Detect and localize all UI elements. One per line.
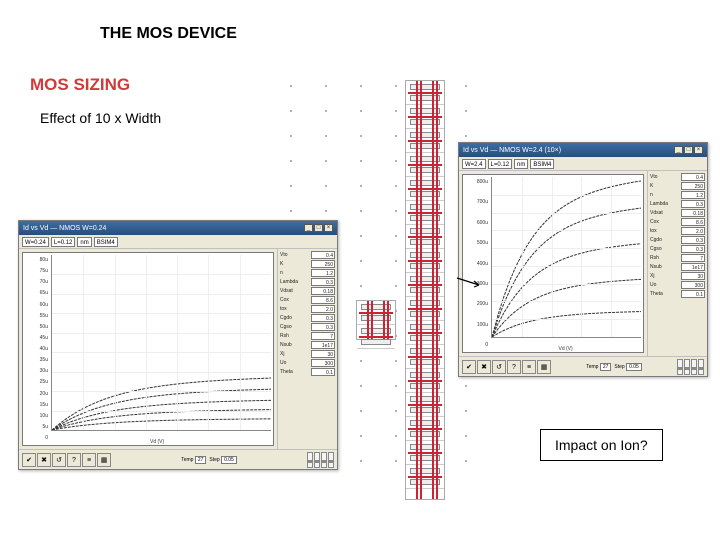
param-row[interactable]: tox2.0 xyxy=(280,305,335,313)
param-top-row: W=0.24L=0.12nmBSIM4 xyxy=(19,235,337,249)
slider[interactable] xyxy=(328,452,334,468)
param-row[interactable]: Nsub1e17 xyxy=(650,263,705,271)
bottom-row: ✔✖↺?≡▦ Temp 27Step 0.05 xyxy=(19,449,337,469)
toolbar-button[interactable]: ▦ xyxy=(537,360,551,374)
param-row[interactable]: Vdsat0.18 xyxy=(650,209,705,217)
param-row[interactable]: Nsub1e17 xyxy=(280,341,335,349)
toolbar-button[interactable]: ✖ xyxy=(477,360,491,374)
bottom-row: ✔✖↺?≡▦ Temp 27Step 0.05 xyxy=(459,356,707,376)
slider[interactable] xyxy=(698,359,704,375)
param-row[interactable]: Theta0.1 xyxy=(280,368,335,376)
param-row[interactable]: n1.2 xyxy=(280,269,335,277)
toolbar-button[interactable]: ≡ xyxy=(82,453,96,467)
titlebar[interactable]: Id vs Vd — NMOS W=2.4 (10×) _ □ × xyxy=(459,143,707,157)
transistor-layout-1x xyxy=(356,300,396,340)
slider[interactable] xyxy=(677,359,683,375)
param-row[interactable]: Lambda0.3 xyxy=(650,200,705,208)
param-row[interactable]: Uo300 xyxy=(280,359,335,367)
button-group[interactable]: ✔✖↺?≡▦ xyxy=(22,453,111,467)
toolbar-button[interactable]: ✔ xyxy=(462,360,476,374)
param-row[interactable]: K250 xyxy=(650,182,705,190)
button-group[interactable]: ✔✖↺?≡▦ xyxy=(462,360,551,374)
close-button[interactable]: × xyxy=(324,224,333,232)
min-button[interactable]: _ xyxy=(304,224,313,232)
transistor-layout-10x xyxy=(405,80,445,500)
param-row[interactable]: Cgso0.3 xyxy=(650,245,705,253)
top-field[interactable]: nm xyxy=(514,159,528,169)
param-row[interactable]: Rsh7 xyxy=(280,332,335,340)
top-field[interactable]: L=0.12 xyxy=(488,159,513,169)
y-axis: 80u75u70u65u60u55u50u45u40u35u30u25u20u1… xyxy=(23,253,49,445)
toolbar-button[interactable]: ≡ xyxy=(522,360,536,374)
title-text: Id vs Vd — NMOS W=2.4 (10×) xyxy=(463,147,561,154)
param-row[interactable]: n1.2 xyxy=(650,191,705,199)
callout-box: Impact on Ion? xyxy=(540,429,663,461)
titlebar[interactable]: Id vs Vd — NMOS W=0.24 _ □ × xyxy=(19,221,337,235)
sim-window-right[interactable]: Id vs Vd — NMOS W=2.4 (10×) _ □ × W=2.4L… xyxy=(458,142,708,377)
param-row[interactable]: Theta0.1 xyxy=(650,290,705,298)
param-row[interactable]: Cgdo0.3 xyxy=(650,236,705,244)
slider-group[interactable] xyxy=(307,452,334,468)
param-top-row: W=2.4L=0.12nmBSIM4 xyxy=(459,157,707,171)
toolbar-button[interactable]: ▦ xyxy=(97,453,111,467)
slider[interactable] xyxy=(684,359,690,375)
param-panel[interactable]: Vto0.4K250n1.2Lambda0.3Vdsat0.18Cox8.6to… xyxy=(647,171,707,356)
top-field[interactable]: W=2.4 xyxy=(462,159,486,169)
param-row[interactable]: Vto0.4 xyxy=(650,173,705,181)
slider[interactable] xyxy=(691,359,697,375)
window-buttons[interactable]: _ □ × xyxy=(674,146,703,154)
slider[interactable] xyxy=(307,452,313,468)
param-panel[interactable]: Vto0.4K250n1.2Lambda0.3Vdsat0.18Cox8.6to… xyxy=(277,249,337,449)
top-field[interactable]: L=0.12 xyxy=(51,237,76,247)
section-title: MOS SIZING xyxy=(30,75,130,95)
param-row[interactable]: Cox8.6 xyxy=(280,296,335,304)
chart-area[interactable]: 800u700u600u500u400u300u200u100u0 Vd (V) xyxy=(462,174,644,353)
param-row[interactable]: Cgso0.3 xyxy=(280,323,335,331)
plot xyxy=(51,255,271,431)
plot xyxy=(491,177,641,338)
param-row[interactable]: Rsh7 xyxy=(650,254,705,262)
bottom-fields: Temp 27Step 0.05 xyxy=(181,457,237,463)
param-row[interactable]: Vdsat0.18 xyxy=(280,287,335,295)
param-row[interactable]: tox2.0 xyxy=(650,227,705,235)
top-field[interactable]: nm xyxy=(77,237,91,247)
page-title: THE MOS DEVICE xyxy=(100,25,237,43)
x-axis: Vd (V) xyxy=(51,434,271,444)
param-row[interactable]: Cox8.6 xyxy=(650,218,705,226)
sim-window-left[interactable]: Id vs Vd — NMOS W=0.24 _ □ × W=0.24L=0.1… xyxy=(18,220,338,470)
top-field[interactable]: BSIM4 xyxy=(530,159,554,169)
subtitle: Effect of 10 x Width xyxy=(40,110,161,126)
param-row[interactable]: Lambda0.3 xyxy=(280,278,335,286)
y-axis: 800u700u600u500u400u300u200u100u0 xyxy=(463,175,489,352)
close-button[interactable]: × xyxy=(694,146,703,154)
param-row[interactable]: Vto0.4 xyxy=(280,251,335,259)
toolbar-button[interactable]: ✖ xyxy=(37,453,51,467)
slider[interactable] xyxy=(314,452,320,468)
top-field[interactable]: W=0.24 xyxy=(22,237,49,247)
slider-group[interactable] xyxy=(677,359,704,375)
max-button[interactable]: □ xyxy=(684,146,693,154)
toolbar-button[interactable]: ? xyxy=(507,360,521,374)
param-row[interactable]: Cgdo0.3 xyxy=(280,314,335,322)
param-row[interactable]: K250 xyxy=(280,260,335,268)
bottom-fields: Temp 27Step 0.05 xyxy=(586,364,642,370)
window-buttons[interactable]: _ □ × xyxy=(304,224,333,232)
param-row[interactable]: Xj30 xyxy=(280,350,335,358)
param-row[interactable]: Xj30 xyxy=(650,272,705,280)
param-row[interactable]: Uo300 xyxy=(650,281,705,289)
toolbar-button[interactable]: ✔ xyxy=(22,453,36,467)
top-field[interactable]: BSIM4 xyxy=(94,237,118,247)
x-axis: Vd (V) xyxy=(491,341,641,351)
slider[interactable] xyxy=(321,452,327,468)
chart-area[interactable]: 80u75u70u65u60u55u50u45u40u35u30u25u20u1… xyxy=(22,252,274,446)
title-text: Id vs Vd — NMOS W=0.24 xyxy=(23,225,106,232)
max-button[interactable]: □ xyxy=(314,224,323,232)
toolbar-button[interactable]: ? xyxy=(67,453,81,467)
toolbar-button[interactable]: ↺ xyxy=(492,360,506,374)
min-button[interactable]: _ xyxy=(674,146,683,154)
toolbar-button[interactable]: ↺ xyxy=(52,453,66,467)
